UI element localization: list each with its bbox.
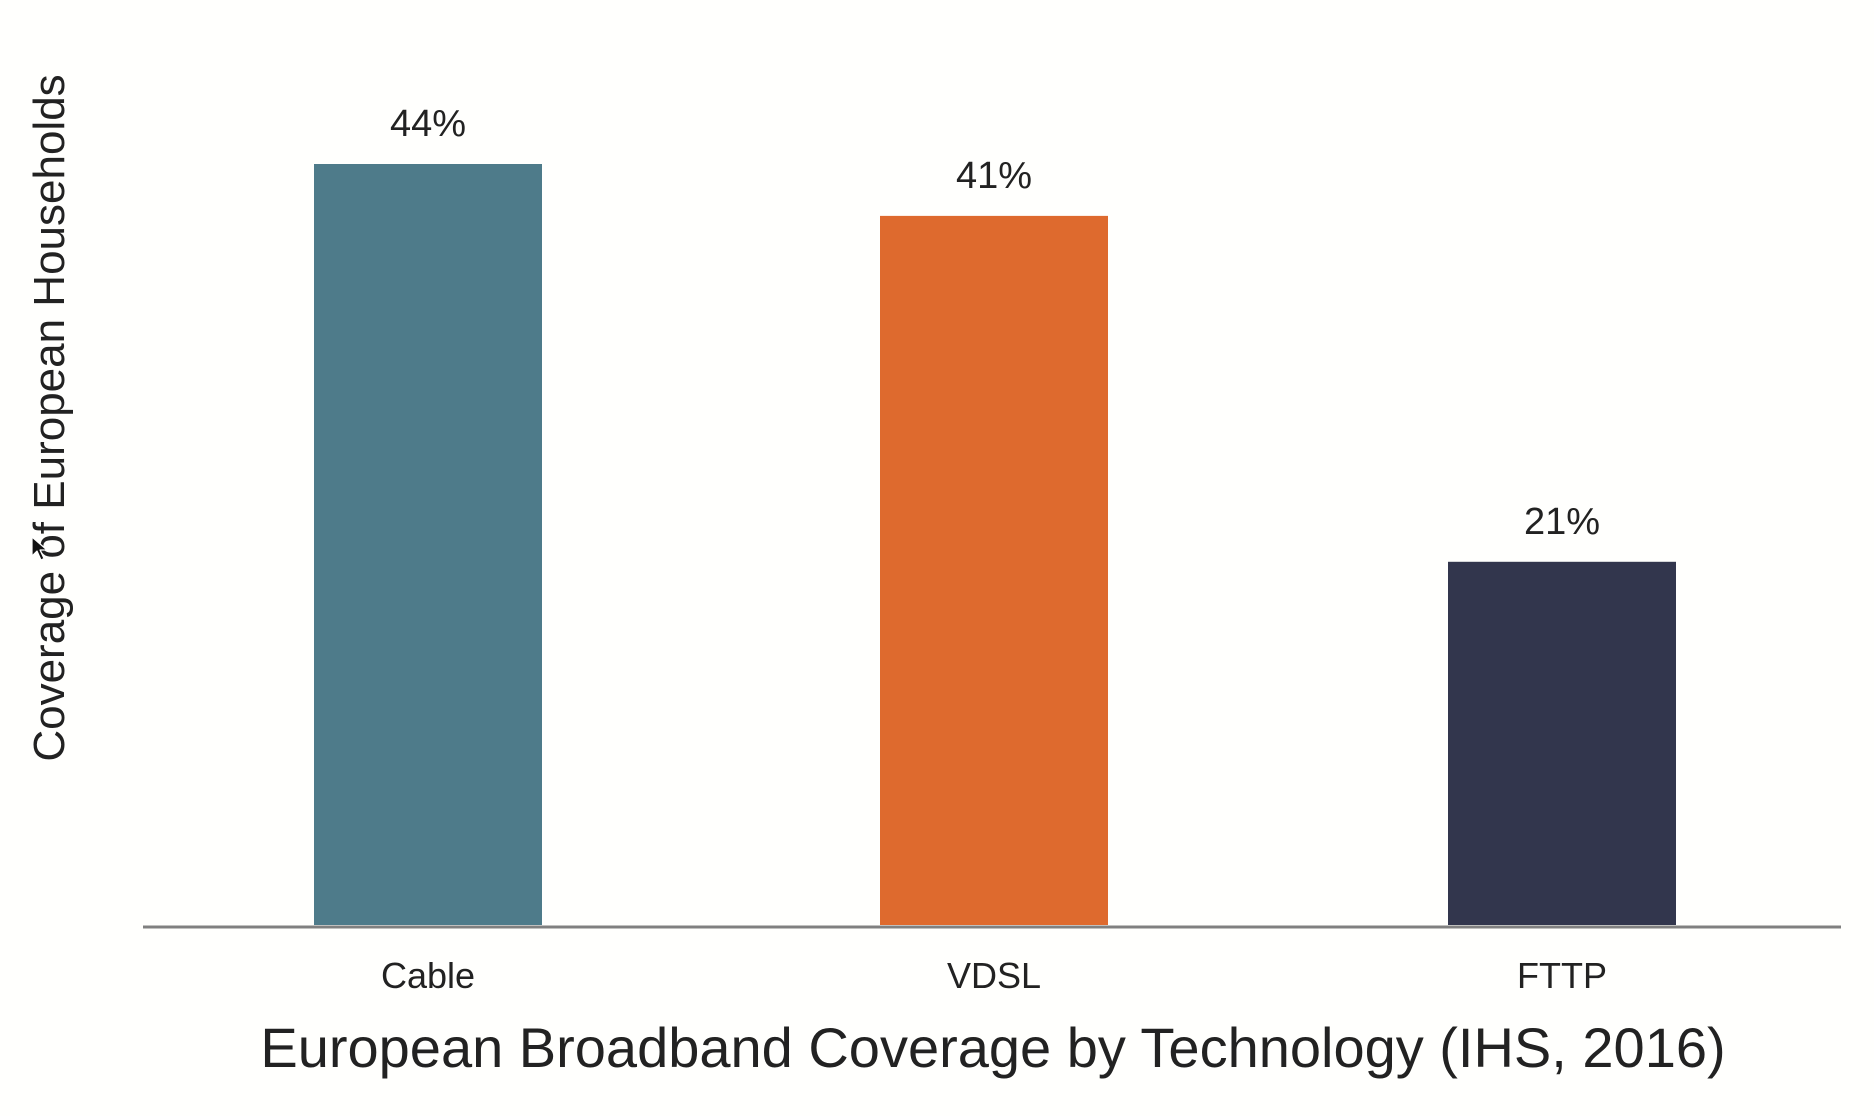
category-label-cable: Cable — [381, 955, 475, 996]
bars-layer — [314, 164, 1676, 926]
category-label-vdsl: VDSL — [947, 955, 1041, 996]
value-label-fttp: 21% — [1524, 501, 1600, 543]
bar-fttp — [1448, 561, 1676, 925]
y-axis-label: Coverage of European Households — [25, 74, 74, 761]
bar-vdsl — [880, 215, 1108, 926]
value-label-cable: 44% — [390, 103, 466, 145]
chart-title: European Broadband Coverage by Technolog… — [260, 1016, 1725, 1079]
value-labels-layer: 44% 41% 21% — [390, 103, 1600, 543]
value-label-vdsl: 41% — [956, 155, 1032, 197]
category-labels-layer: Cable VDSL FTTP — [381, 955, 1607, 996]
mouse-pointer-icon — [31, 536, 48, 561]
bar-cable — [314, 164, 542, 925]
category-label-fttp: FTTP — [1517, 955, 1607, 996]
